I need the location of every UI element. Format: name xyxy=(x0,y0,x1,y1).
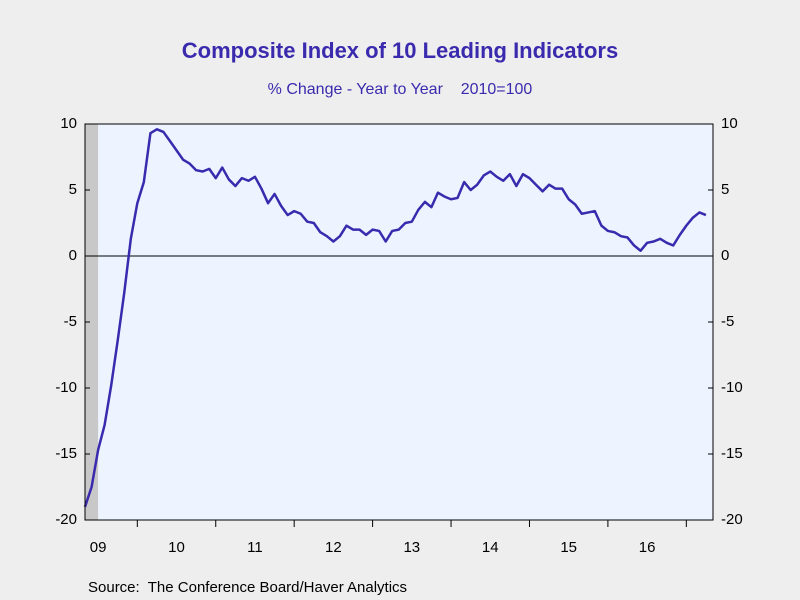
y2-tick-label: 10 xyxy=(721,115,738,132)
y2-tick-label: -20 xyxy=(721,511,743,528)
recession-shading xyxy=(85,124,99,520)
y-tick-label: 10 xyxy=(60,115,77,132)
y-tick-label: -10 xyxy=(55,379,77,396)
x-tick-label: 14 xyxy=(482,539,499,556)
x-tick-label: 16 xyxy=(639,539,656,556)
data-line xyxy=(83,128,707,508)
y2-tick-label: -10 xyxy=(721,379,743,396)
source: Source: The Conference Board/Haver Analy… xyxy=(88,579,407,596)
y-tick-label: -20 xyxy=(55,511,77,528)
chart-title: Composite Index of 10 Leading Indicators xyxy=(182,38,618,63)
x-tick-label: 11 xyxy=(247,539,263,556)
y2-tick-label: -5 xyxy=(721,313,734,330)
x-tick-label: 09 xyxy=(90,539,107,556)
y2-tick-label: -15 xyxy=(721,445,743,462)
plot-frame xyxy=(84,123,714,521)
x-tick-label: 13 xyxy=(403,539,420,556)
y-tick-label: 5 xyxy=(69,181,77,198)
x-tick-label: 10 xyxy=(168,539,185,556)
y-tick-label: -5 xyxy=(64,313,77,330)
y-tick-label: -15 xyxy=(55,445,77,462)
y2-tick-label: 5 xyxy=(721,181,729,198)
x-tick-label: 15 xyxy=(560,539,577,556)
y2-tick-label: 0 xyxy=(721,247,729,264)
chart-subtitle: % Change - Year to Year 2010=100 xyxy=(268,81,533,98)
y-tick-label: 0 xyxy=(69,247,77,264)
plot-area xyxy=(85,124,713,520)
x-tick-label: 12 xyxy=(325,539,342,556)
